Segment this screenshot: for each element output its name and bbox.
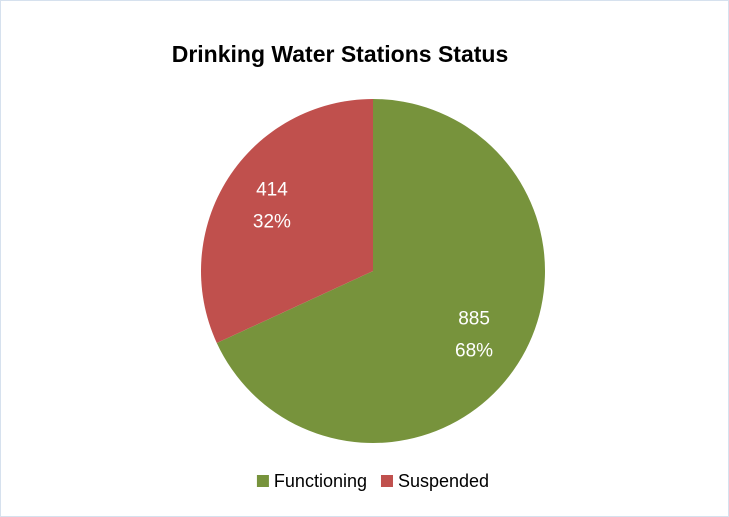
data-label-percent: 68% <box>455 341 493 362</box>
pie-slice <box>216 99 545 444</box>
legend-swatch <box>380 475 393 487</box>
data-label: 885 <box>458 309 490 330</box>
data-label: 414 <box>256 179 288 200</box>
legend-label: Suspended <box>398 471 489 491</box>
legend-label: Functioning <box>274 471 367 491</box>
legend-swatch <box>256 475 269 487</box>
chart-title: Drinking Water Stations Status <box>172 41 509 67</box>
data-label-percent: 32% <box>253 211 291 232</box>
pie-slice <box>200 99 373 343</box>
